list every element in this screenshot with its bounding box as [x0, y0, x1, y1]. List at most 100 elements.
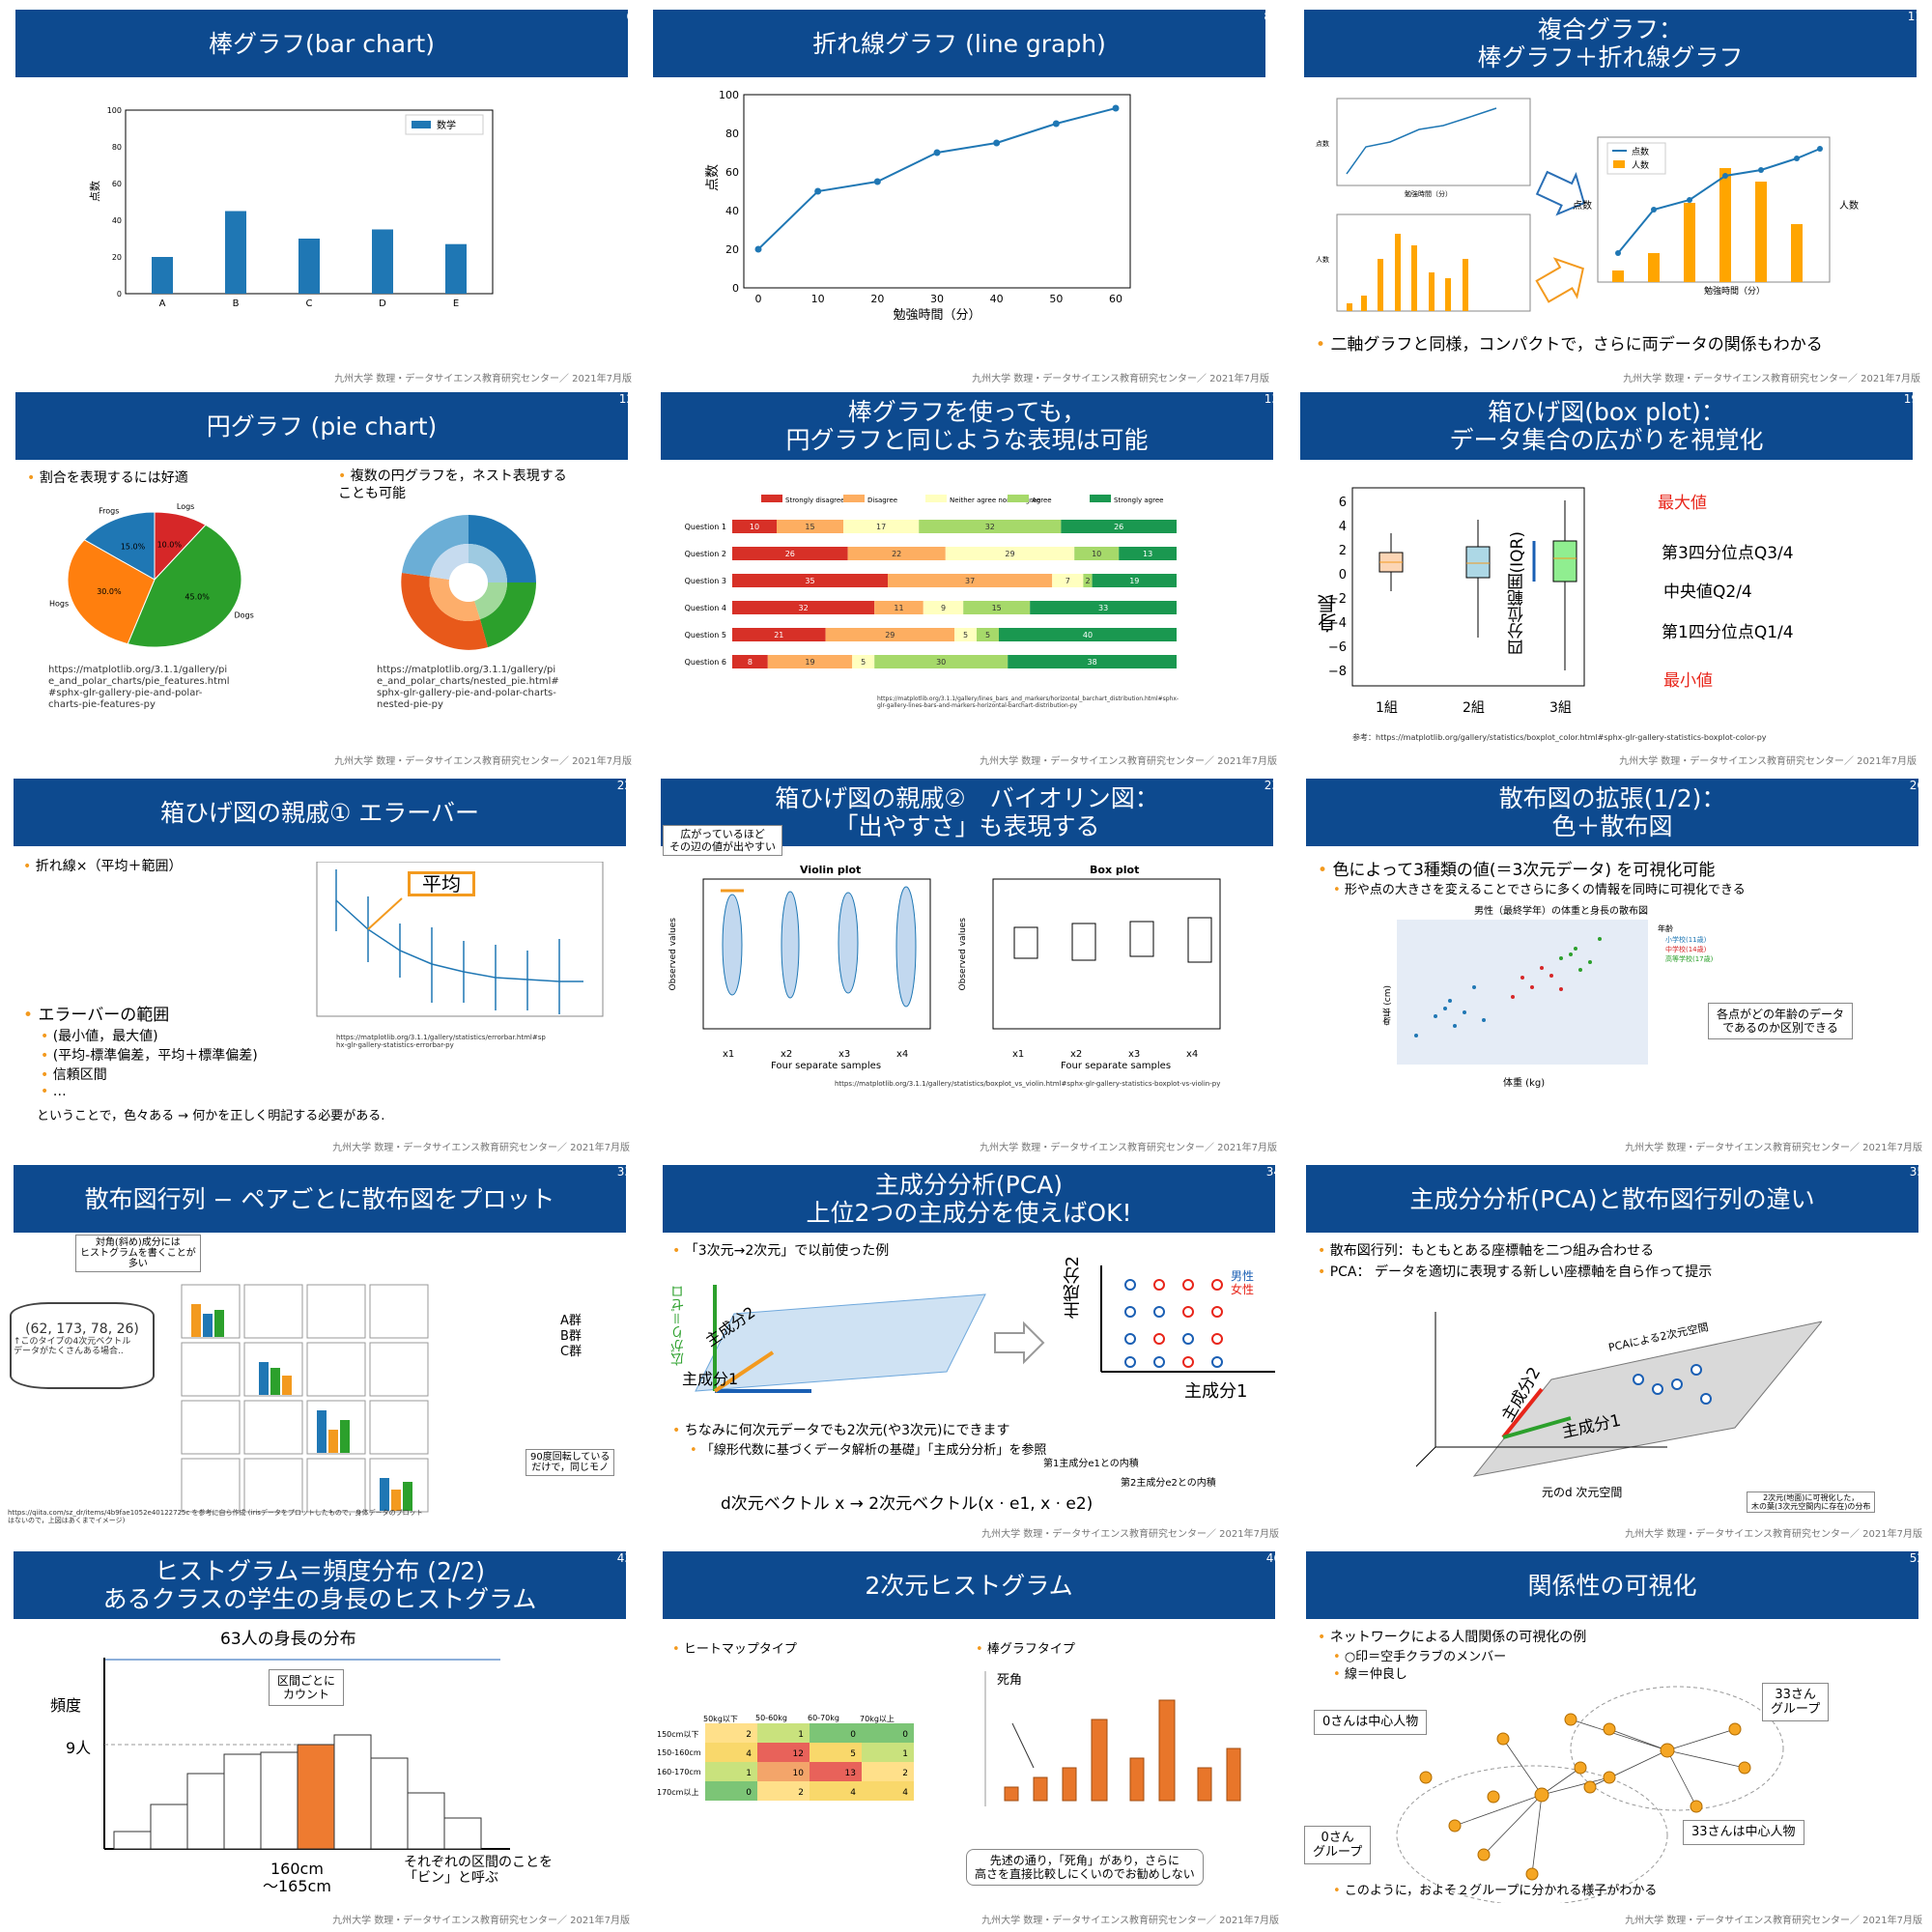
footer: 九州大学 数理・データサイエンス教育研究センター／ 2021年7月版 — [332, 1143, 630, 1153]
legend-item: 小学校(11歳) — [1665, 936, 1707, 944]
slide-title: ヒストグラム＝頻度分布 (2/2) あるクラスの学生の身長のヒストグラム — [14, 1551, 626, 1619]
segment-value: 17 — [876, 523, 886, 531]
page-number: 35 — [1909, 1165, 1924, 1179]
max-label: 最大値 — [1658, 494, 1707, 513]
y-axis-label: 点数 — [89, 181, 101, 202]
footer: 九州大学 数理・データサイエンス教育研究センター／ 2021年7月版 — [981, 1529, 1279, 1540]
segment-value: 40 — [1083, 631, 1093, 639]
heatmap-value: 2 — [902, 1769, 908, 1778]
bullet: ちなみに何次元データでも2次元(や3次元)にできます — [672, 1420, 1010, 1439]
segment-value: 8 — [748, 658, 753, 667]
line-chart: 0 20 40 60 80 100 0 10 20 30 40 50 60 勉強時間（分） 点数 — [705, 89, 1131, 323]
heatmap-value: 4 — [850, 1788, 856, 1798]
stacked-segment — [777, 520, 843, 533]
bullet: 色によって3種類の値(＝3次元データ) を可視化可能 — [1318, 856, 1715, 880]
bin-note: それぞれの区間のことを 「ビン」と呼ぶ — [404, 1855, 553, 1886]
bar — [298, 239, 320, 294]
sub-bullet: (最小値，最大値) — [41, 1026, 158, 1045]
slide-title: 主成分分析(PCA) 上位2つの主成分を使えばOK! — [663, 1165, 1275, 1233]
svg-text:−2: −2 — [1328, 592, 1347, 607]
group-33-label: 33さん グループ — [1762, 1683, 1830, 1721]
reference: 参考：https://matplotlib.org/gallery/statis… — [1352, 733, 1767, 742]
svg-text:6: 6 — [1339, 496, 1347, 510]
source-url: https://qiita.com/sz_dr/items/4b9fae1052… — [8, 1509, 423, 1524]
stacked-segment — [732, 547, 848, 560]
heatmap-cell — [705, 1762, 757, 1781]
heatmap-cell — [757, 1762, 810, 1781]
svg-text:0: 0 — [1339, 568, 1347, 582]
svg-text:−4: −4 — [1328, 616, 1347, 631]
legend-label: Disagree — [867, 497, 897, 504]
footer: 九州大学 数理・データサイエンス教育研究センター／ 2021年7月版 — [972, 374, 1269, 384]
footer: 九州大学 数理・データサイエンス教育研究センター／ 2021年7月版 — [1625, 1916, 1922, 1926]
y-tick-label: 40 — [112, 216, 122, 225]
stacked-segment — [1030, 601, 1177, 614]
segment-value: 37 — [965, 577, 975, 585]
footer: 九州大学 数理・データサイエンス教育研究センター／ 2021年7月版 — [1619, 756, 1917, 767]
stacked-segment — [732, 574, 888, 587]
segment-value: 5 — [861, 658, 866, 667]
heatmap-value: 2 — [746, 1730, 752, 1740]
x-tick-label: A — [159, 298, 166, 309]
iqr-label: 四分位範囲(IQR) — [1508, 531, 1527, 656]
heatmap-value: 13 — [845, 1769, 856, 1778]
stacked-bar-chart: Strongly disagree Disagree Neither agree n… — [685, 495, 1177, 668]
formula: d次元ベクトル x → 2次元ベクトル(x · e1, x · e2) — [721, 1494, 1094, 1514]
pie-chart: 15.0% Frogs 10.0% Logs 45.0% Dogs 30.0% Hogs — [49, 502, 254, 648]
zero-spread-axis: 広がり＝ゼロ — [670, 1285, 686, 1366]
legend-score: 点数 — [1632, 148, 1650, 157]
diagonal-callout: 対角(斜め)成分には ヒストグラムを書くことが 多い — [75, 1235, 201, 1272]
y-tick-label: 20 — [112, 253, 122, 262]
segment-value: 9 — [941, 604, 946, 612]
legend-label: Strongly disagree — [785, 497, 845, 504]
segment-value: 10 — [750, 523, 759, 531]
stacked-segment — [1074, 547, 1120, 560]
stacked-segment — [732, 628, 826, 641]
error-bar-chart — [316, 862, 604, 1017]
segment-value: 35 — [805, 577, 814, 585]
sub-bullet: … — [41, 1084, 67, 1099]
y-axis-label: 頻度 — [50, 1696, 82, 1715]
bullet: ヒートマップタイプ — [672, 1638, 797, 1657]
row-header: 160-170cm — [657, 1768, 701, 1776]
slide-network: 関係性の可視化 52 ネットワークによる人間関係の可視化の例 ○印＝空手クラブの… — [1300, 1546, 1932, 1932]
plot-frame — [743, 94, 1131, 289]
y-tick-label: 80 — [725, 128, 739, 140]
segment-value: 22 — [892, 550, 901, 558]
bullet: 「3次元→2次元」で以前使った例 — [672, 1240, 890, 1260]
y-tick-label: 0 — [117, 290, 122, 298]
page-number: 13 — [1264, 392, 1279, 406]
x-tick: 3組 — [1549, 700, 1572, 716]
bullet: 棒グラフタイプ — [976, 1638, 1075, 1657]
data-point — [993, 139, 1001, 147]
y-tick-label: 100 — [719, 89, 739, 101]
footer: 九州大学 数理・データサイエンス教育研究センター／ 2021年7月版 — [1623, 374, 1920, 384]
footer: 九州大学 数理・データサイエンス教育研究センター／ 2021年7月版 — [980, 1143, 1277, 1153]
bullet: PCA： データを適切に表現する新しい座標軸を自ら作って提示 — [1318, 1262, 1713, 1281]
slide-2d-histogram: 2次元ヒストグラム 46 ヒートマップタイプ 棒グラフタイプ 50kg以下 50… — [657, 1546, 1294, 1932]
segment-value: 19 — [1129, 577, 1139, 585]
heatmap-value: 0 — [850, 1730, 856, 1740]
nested-pie-chart — [401, 515, 536, 650]
page-number: 12 — [618, 392, 634, 406]
legend-swatch — [1008, 495, 1029, 502]
page-number: 52 — [1909, 1551, 1924, 1565]
question-label: Question 2 — [685, 550, 726, 558]
y-axis-label: Observed values — [668, 918, 678, 991]
slice-pct: 30.0% — [97, 587, 122, 596]
sub-bullet: (平均-標準偏差，平均＋標準偏差) — [41, 1045, 258, 1065]
stacked-segment — [843, 520, 920, 533]
group-callout: 各点がどの年齢のデータ であるのか区別できる — [1708, 1003, 1854, 1039]
box-title: Box plot — [1090, 864, 1140, 876]
heatmap-value: 5 — [850, 1749, 856, 1759]
distribution-title: 63人の身長の分布 — [220, 1630, 356, 1649]
heatmap-value: 4 — [902, 1788, 908, 1798]
violin-title: Violin plot — [800, 864, 862, 876]
legend-b: B群 — [560, 1329, 582, 1344]
slide-histogram: ヒストグラム＝頻度分布 (2/2) あるクラスの学生の身長のヒストグラム 43 … — [8, 1546, 645, 1932]
bar — [372, 229, 393, 294]
median-label: 中央値Q2/4 — [1663, 582, 1752, 602]
bullet: 二軸グラフと同様，コンパクトで，さらに両データの関係もわかる — [1316, 330, 1822, 355]
histogram-chart — [103, 1658, 510, 1850]
